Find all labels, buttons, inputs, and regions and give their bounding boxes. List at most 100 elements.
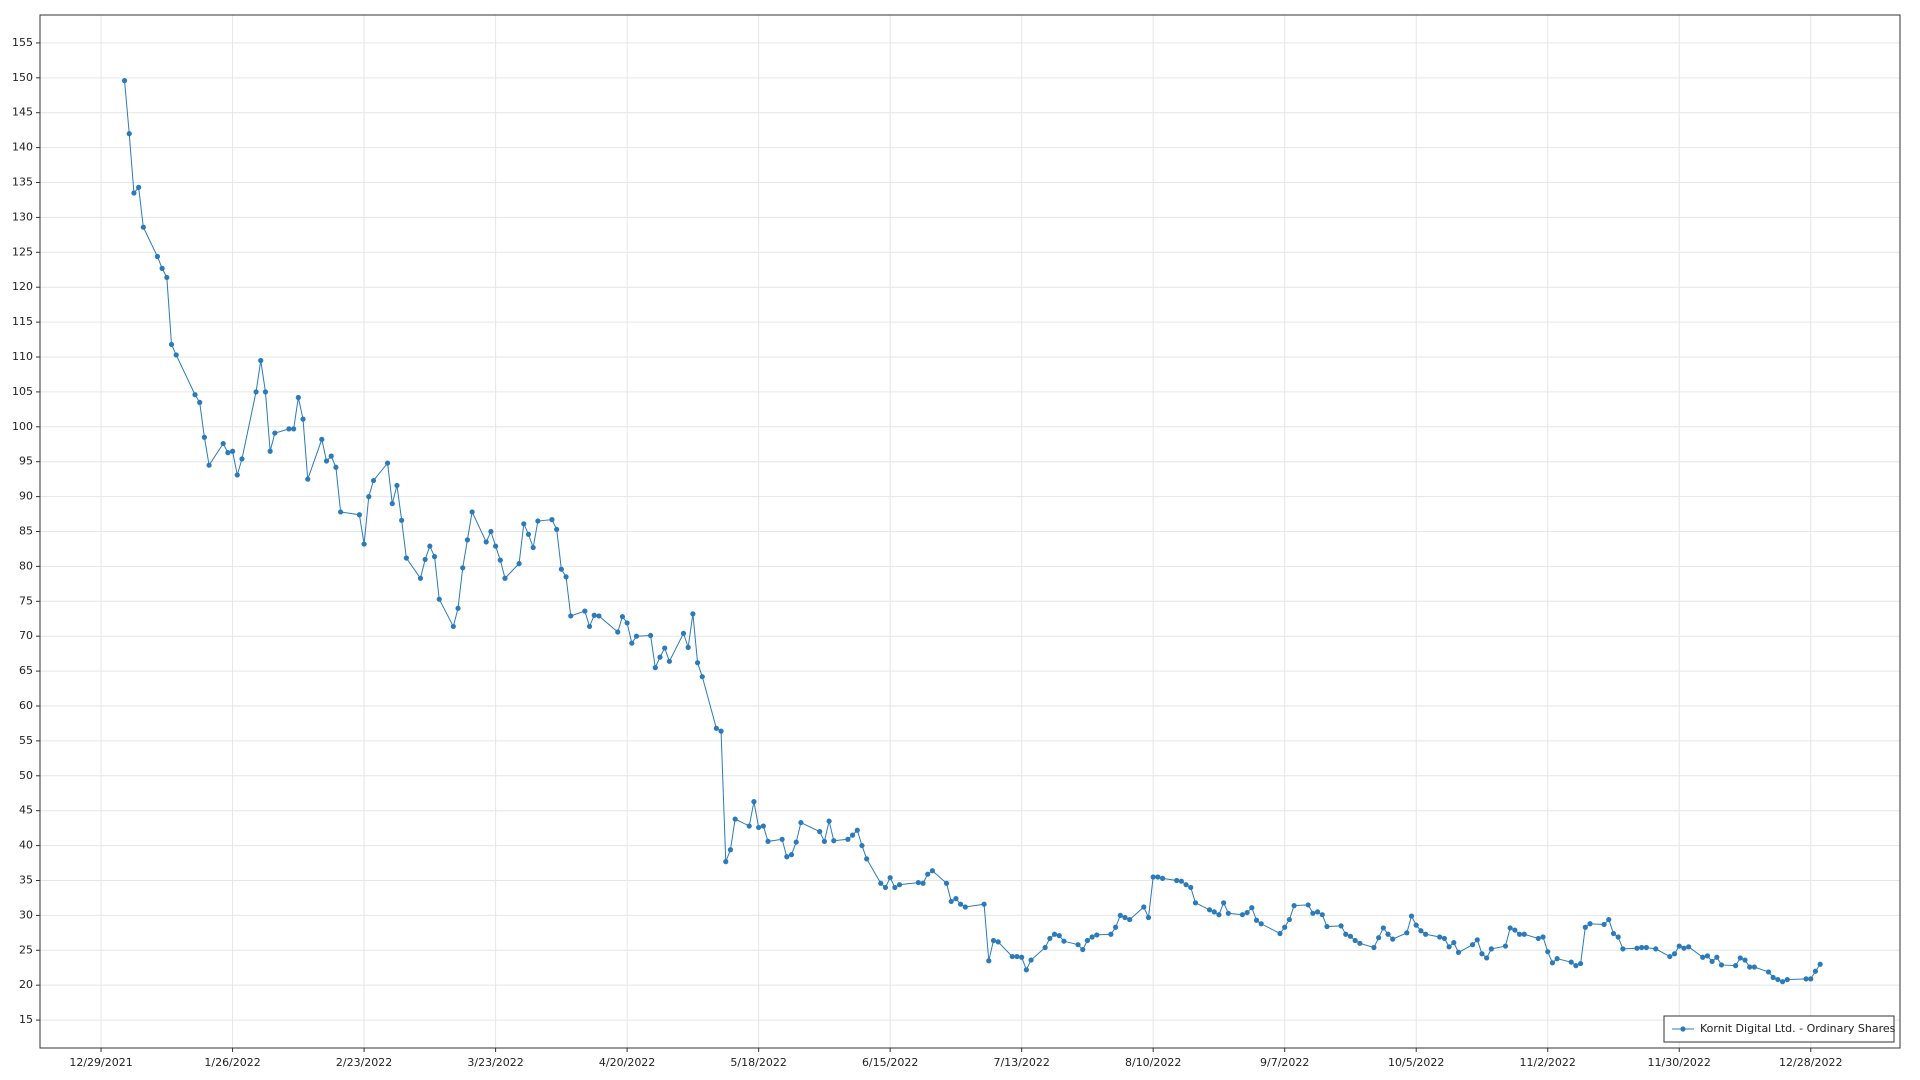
point	[1310, 910, 1316, 916]
point	[1606, 916, 1612, 923]
point	[666, 658, 672, 664]
point	[1507, 925, 1513, 931]
point	[1371, 944, 1377, 951]
y-tick-label: 65	[19, 664, 33, 677]
point	[864, 856, 870, 862]
point	[995, 939, 1001, 945]
point	[591, 612, 597, 618]
point	[535, 518, 541, 524]
point	[920, 880, 926, 886]
point	[732, 816, 738, 822]
point	[1324, 923, 1330, 930]
marks	[121, 78, 1823, 985]
point	[756, 824, 762, 831]
x-tick-label: 12/28/2022	[1779, 1056, 1842, 1069]
legend-box	[1663, 1015, 1895, 1043]
point	[1075, 942, 1081, 948]
y-tick-label: 110	[12, 350, 33, 363]
x-tick-label: 6/15/2022	[862, 1056, 918, 1069]
point	[497, 557, 503, 563]
y-tick-label: 90	[19, 490, 33, 503]
point	[1718, 962, 1725, 968]
point	[582, 608, 588, 614]
point	[323, 458, 330, 464]
point	[121, 78, 128, 84]
point	[765, 838, 771, 845]
point	[295, 394, 301, 401]
grid: 15 20 25 30 35 40 45 50 55 60 65 70 75 80 85 90 95 100 105…	[12, 15, 1900, 1069]
point	[1357, 940, 1363, 946]
point	[1540, 934, 1546, 940]
point	[1751, 964, 1757, 970]
point	[192, 392, 198, 398]
point	[779, 836, 785, 842]
point	[1047, 935, 1053, 942]
point	[521, 521, 527, 527]
point	[953, 896, 959, 902]
point	[361, 541, 367, 547]
point	[201, 434, 207, 440]
y-tick-label: 155	[12, 36, 33, 49]
point	[1620, 946, 1626, 952]
point	[258, 357, 264, 364]
point	[1178, 878, 1184, 884]
point	[262, 389, 269, 395]
point	[1446, 944, 1452, 950]
point	[713, 725, 719, 731]
point	[530, 544, 536, 551]
y-tick-label: 130	[12, 210, 33, 223]
y-tick-label: 50	[19, 769, 33, 782]
point	[1277, 930, 1283, 937]
point	[680, 630, 687, 637]
point	[229, 448, 236, 454]
point	[356, 512, 362, 518]
y-tick-label: 85	[19, 525, 33, 538]
point	[1681, 945, 1687, 951]
point	[1709, 958, 1715, 965]
point	[154, 253, 161, 260]
point	[1587, 921, 1593, 927]
x-tick-label: 1/26/2022	[204, 1056, 260, 1069]
point	[690, 611, 696, 617]
point	[239, 456, 245, 462]
x-tick-label: 9/7/2022	[1260, 1056, 1309, 1069]
point	[981, 901, 987, 907]
point	[1089, 934, 1095, 940]
point	[1159, 875, 1166, 881]
point	[1437, 934, 1443, 940]
point	[1423, 931, 1429, 937]
point	[267, 448, 273, 454]
point	[727, 847, 734, 853]
point	[648, 632, 654, 639]
point	[1578, 960, 1584, 967]
point	[450, 623, 456, 630]
point	[427, 543, 433, 549]
point	[159, 265, 165, 271]
point	[173, 352, 179, 358]
point	[624, 620, 630, 626]
point	[1484, 955, 1490, 961]
point	[525, 531, 532, 537]
point	[370, 477, 377, 484]
point	[718, 728, 724, 734]
point	[1061, 938, 1067, 944]
point	[502, 575, 508, 581]
point	[1568, 959, 1574, 965]
point	[1747, 964, 1753, 970]
point	[291, 426, 297, 432]
point	[1441, 935, 1447, 942]
y-tick-label: 105	[12, 385, 33, 398]
point	[1653, 946, 1659, 952]
point	[821, 838, 827, 845]
point	[1352, 937, 1358, 944]
point	[305, 476, 311, 482]
point	[1113, 924, 1119, 930]
point	[788, 852, 795, 858]
point	[619, 614, 626, 620]
point	[1347, 933, 1354, 939]
y-tick-label: 20	[19, 978, 33, 991]
point	[615, 629, 621, 635]
point	[1117, 912, 1123, 918]
point	[892, 884, 898, 891]
